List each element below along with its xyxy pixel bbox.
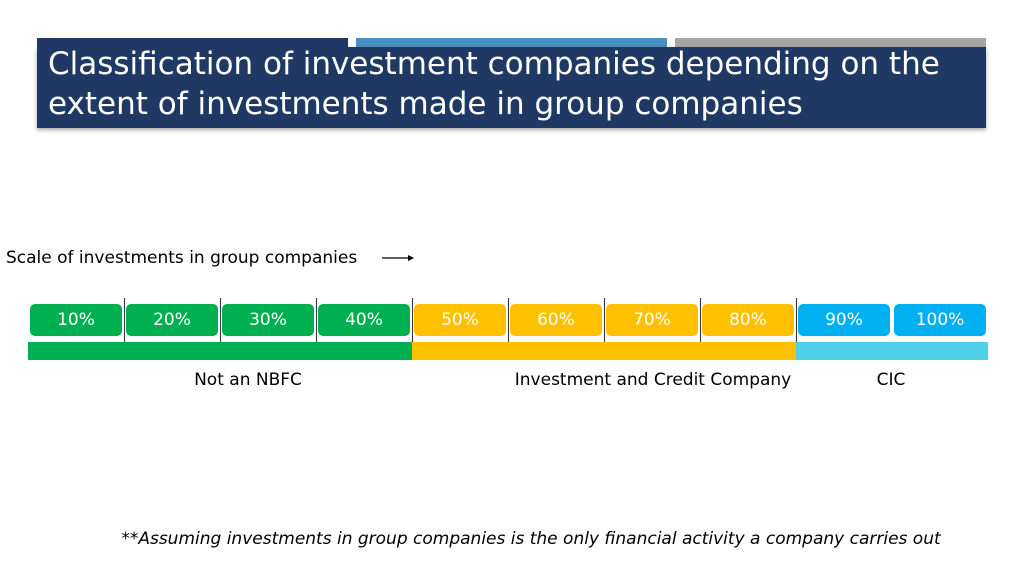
separator (124, 298, 125, 342)
separator (604, 298, 605, 342)
scale-step: 80% (702, 304, 794, 336)
band-label: Not an NBFC (194, 370, 302, 390)
title-box (37, 47, 986, 128)
separator (508, 298, 509, 342)
scale-step: 20% (126, 304, 218, 336)
header-strip (37, 38, 348, 47)
scale-step: 30% (222, 304, 314, 336)
separator (220, 298, 221, 342)
separator (412, 298, 413, 342)
band-label: Investment and Credit Company (514, 370, 792, 390)
band-bar (412, 342, 796, 360)
scale-step: 40% (318, 304, 410, 336)
title: Classification of investment companies d… (48, 46, 940, 122)
separator (316, 298, 317, 342)
band-bar (28, 342, 412, 360)
band-label: CIC (876, 370, 906, 390)
footnote: **Assuming investments in group companie… (121, 529, 941, 549)
scale-label: Scale of investments in group companies (6, 248, 358, 268)
header-strip (356, 38, 667, 47)
band-bar (796, 342, 988, 360)
separator (700, 298, 701, 342)
scale-step: 90% (798, 304, 890, 336)
scale-step: 70% (606, 304, 698, 336)
arrow (382, 255, 414, 261)
separator (796, 298, 797, 342)
scale-step: 100% (894, 304, 986, 336)
header-strip (675, 38, 986, 47)
scale-step: 50% (414, 304, 506, 336)
scale-step: 10% (30, 304, 122, 336)
scale-step: 60% (510, 304, 602, 336)
